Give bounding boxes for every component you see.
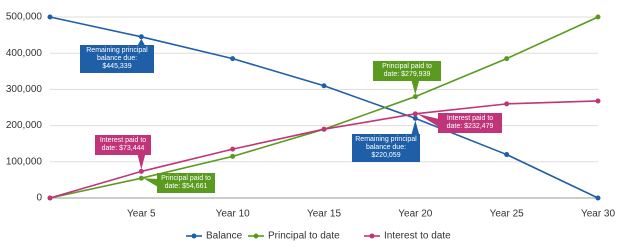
point [504,56,510,62]
callout: Interest paid to date: $73,444 [95,135,151,155]
point [595,98,601,104]
point [412,115,418,121]
y-tick-label: 300,000 [6,84,43,95]
y-tick-label: 100,000 [6,156,43,167]
x-tick-label: Year 15 [307,209,342,220]
x-tick-label: Year 5 [127,209,156,220]
point [138,175,144,181]
point [595,14,601,20]
x-tick-label: Year 25 [490,209,525,220]
x-tick-label: Year 20 [398,209,433,220]
legend-marker [191,233,197,239]
legend-marker [253,233,259,239]
point [412,111,418,117]
point [230,153,236,159]
callout: Principal paid to date: $279,939 [373,61,441,81]
y-tick-label: 0 [36,193,42,204]
legend-label: Principal to date [268,231,340,242]
point [595,195,601,201]
x-tick-label: Year 10 [216,209,251,220]
callout-pointer [143,178,158,187]
point [321,83,327,89]
point [230,56,236,62]
y-tick-label: 400,000 [6,48,43,59]
point [47,14,53,20]
legend-label: Interest to date [384,231,451,242]
y-tick-label: 200,000 [6,120,43,131]
point [504,152,510,158]
callout: Remaining principal balance due: $445,33… [80,45,154,73]
point [47,195,53,201]
point [321,126,327,132]
callout-pointer [411,120,420,135]
point [230,146,236,152]
x-tick-label: Year 30 [581,209,616,220]
legend-label: Balance [206,231,243,242]
legend-marker [369,233,375,239]
callout-pointer [137,154,146,170]
callout: Remaining principal balance due: $220,05… [352,134,420,162]
point [412,94,418,100]
point [138,34,144,40]
callout-pointer [417,113,439,127]
callout-pointer [411,80,420,95]
callout: Interest paid to date: $232,479 [438,113,502,133]
point [504,101,510,107]
y-tick-label: 500,000 [6,12,43,23]
point [138,168,144,174]
callout: Principal paid to date: $54,661 [157,173,215,193]
callout-pointer [137,38,146,46]
